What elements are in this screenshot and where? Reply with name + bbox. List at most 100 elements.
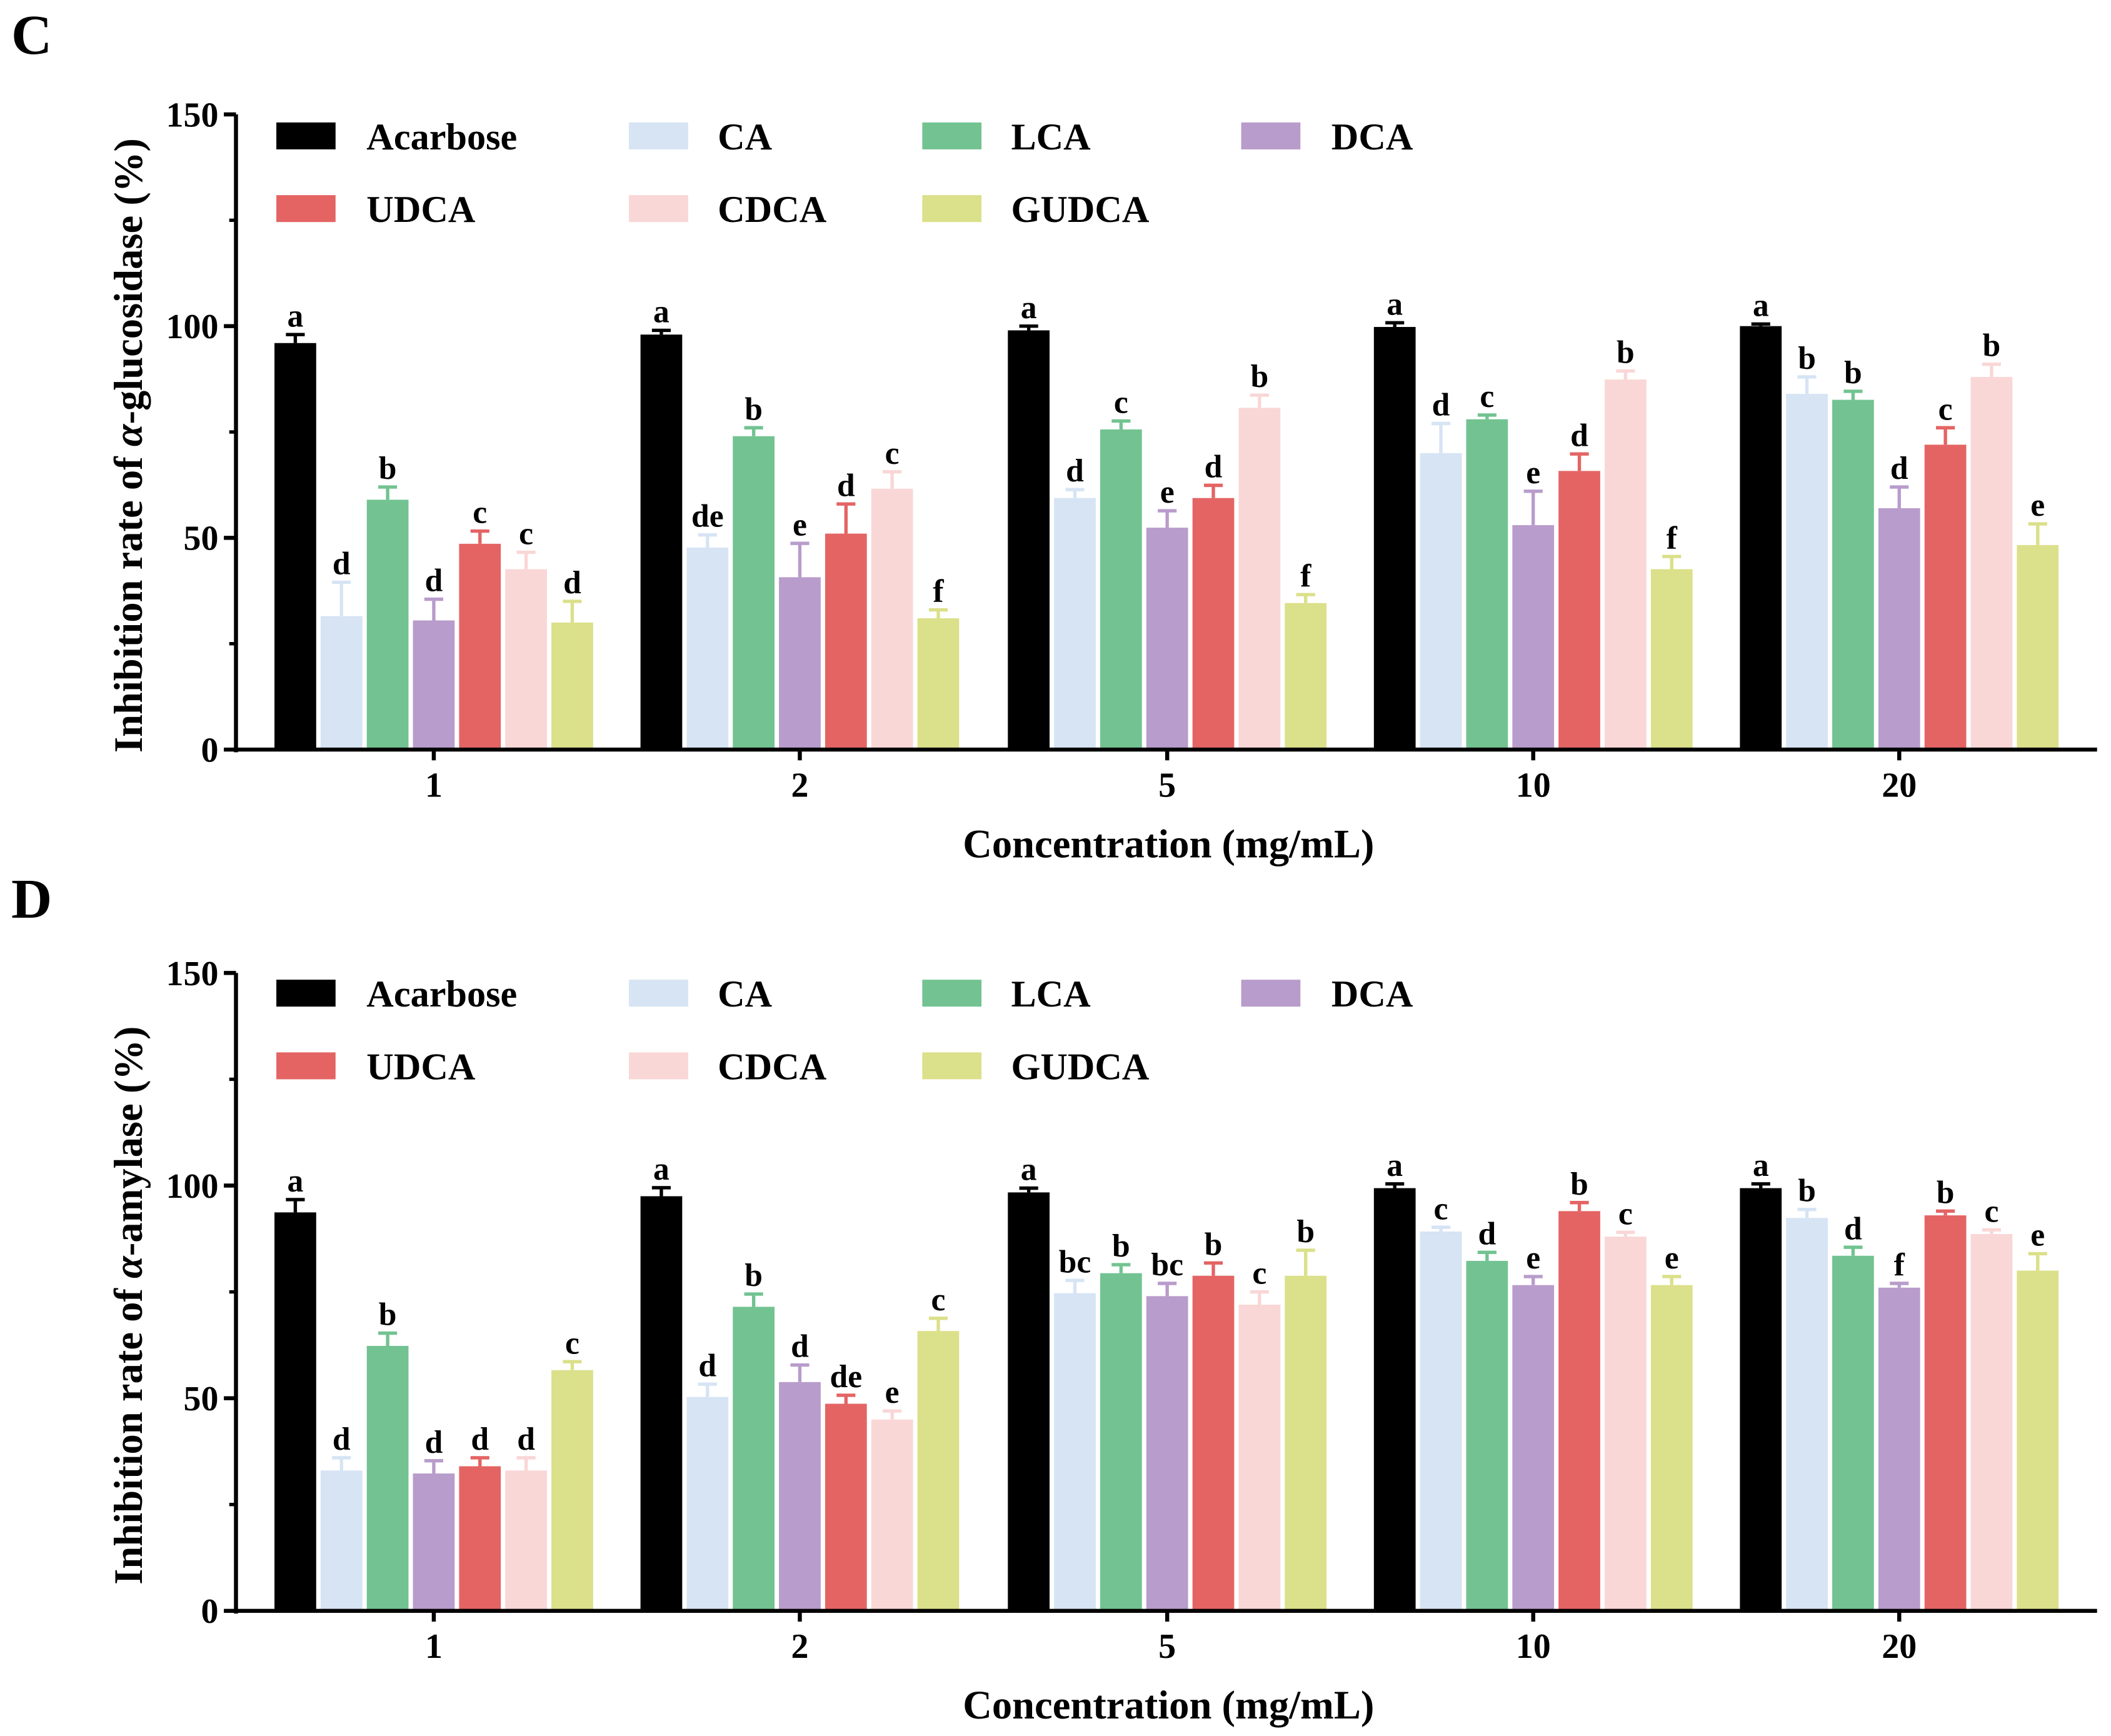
significance-letter: b	[1798, 341, 1816, 376]
bar-dca	[1512, 1285, 1555, 1611]
bar-dca	[1878, 1287, 1920, 1611]
y-axis-label-part: -glucosidase (%)	[106, 138, 151, 424]
significance-letter: bc	[1059, 1244, 1091, 1280]
x-tick-label: 2	[791, 1627, 808, 1666]
bar-udca	[459, 1466, 501, 1611]
significance-letter: e	[2030, 488, 2045, 523]
y-axis-label-part: Inhibition rate of	[106, 446, 151, 753]
significance-letter: b	[379, 451, 397, 486]
significance-letter: b	[745, 1258, 763, 1293]
bar-dca	[1512, 525, 1555, 750]
legend-swatch-cdca	[629, 1052, 688, 1080]
bar-lca	[733, 1307, 775, 1611]
bar-ca	[320, 616, 363, 750]
significance-letter: b	[1112, 1228, 1130, 1264]
bar-gudca	[1285, 1275, 1327, 1611]
bar-lca	[1466, 1260, 1508, 1611]
significance-letter: b	[1617, 335, 1635, 371]
bar-cdca	[871, 1419, 913, 1611]
bar-acarbose	[640, 334, 683, 750]
significance-letter: d	[1844, 1211, 1862, 1247]
legend-swatch-ca	[629, 122, 688, 149]
significance-letter: d	[425, 563, 443, 599]
bar-cdca	[505, 569, 547, 750]
bar-ca	[1786, 1218, 1828, 1611]
bar-udca	[1558, 471, 1600, 750]
legend-label-gudca: GUDCA	[1011, 189, 1149, 231]
y-tick-label: 100	[166, 308, 219, 346]
y-tick-label: 0	[201, 731, 219, 770]
bar-gudca	[917, 618, 960, 750]
significance-letter: a	[288, 298, 304, 334]
bar-ca	[1420, 1232, 1462, 1611]
bar-udca	[1924, 1215, 1967, 1611]
bar-udca	[825, 1403, 867, 1611]
bar-cdca	[1970, 1234, 2013, 1611]
bar-acarbose	[1373, 327, 1416, 750]
significance-letter: b	[1983, 328, 2001, 364]
bar-gudca	[1650, 569, 1693, 750]
bar-udca	[825, 533, 867, 750]
significance-letter: a	[1753, 1148, 1769, 1183]
bar-gudca	[2017, 1270, 2059, 1611]
legend-swatch-lca	[922, 122, 982, 149]
significance-letter: e	[885, 1375, 900, 1410]
bar-cdca	[1605, 1237, 1647, 1611]
significance-letter: b	[1296, 1214, 1315, 1250]
significance-letter: c	[565, 1325, 579, 1361]
panel-label: C	[11, 3, 52, 66]
bar-gudca	[1650, 1285, 1693, 1611]
significance-letter: b	[1937, 1175, 1955, 1210]
legend-swatch-udca	[276, 195, 336, 223]
bar-cdca	[871, 488, 913, 750]
significance-letter: a	[653, 1151, 669, 1187]
legend-swatch-ca	[629, 980, 688, 1007]
bar-dca	[413, 1473, 455, 1611]
x-tick-label: 10	[1516, 766, 1551, 805]
legend-swatch-dca	[1241, 980, 1301, 1007]
bar-acarbose	[1373, 1188, 1416, 1611]
significance-letter: d	[1066, 453, 1084, 489]
significance-letter: b	[1798, 1173, 1816, 1209]
panel-label: D	[11, 867, 52, 930]
significance-letter: e	[2030, 1217, 2045, 1253]
legend-swatch-gudca	[922, 195, 982, 223]
x-tick-label: 20	[1882, 1627, 1917, 1666]
significance-letter: c	[931, 1282, 946, 1318]
significance-letter: c	[1938, 391, 1953, 427]
bar-lca	[1832, 1255, 1874, 1611]
significance-letter: bc	[1151, 1247, 1183, 1283]
bar-acarbose	[274, 343, 316, 750]
significance-letter: a	[1753, 288, 1769, 323]
x-tick-label: 1	[425, 766, 443, 805]
significance-letter: d	[425, 1425, 443, 1460]
bar-lca	[366, 1345, 409, 1611]
y-tick-label: 50	[184, 519, 219, 558]
legend-label-cdca: CDCA	[718, 189, 827, 231]
significance-letter: c	[885, 436, 900, 471]
significance-letter: c	[1984, 1193, 1998, 1229]
legend-label-acarbose: Acarbose	[366, 973, 517, 1015]
y-tick-label: 50	[184, 1380, 219, 1418]
bar-lca	[366, 499, 409, 750]
significance-letter: a	[1021, 1152, 1037, 1188]
significance-letter: c	[1480, 379, 1494, 414]
bar-ca	[1054, 498, 1096, 750]
bar-lca	[733, 436, 775, 750]
significance-letter: b	[745, 391, 763, 427]
bar-acarbose	[640, 1196, 683, 1611]
bar-gudca	[2017, 544, 2059, 750]
significance-letter: e	[1665, 1240, 1679, 1276]
bar-cdca	[1238, 1305, 1281, 1611]
x-tick-label: 5	[1158, 1627, 1176, 1666]
y-axis-label-part: α	[106, 423, 151, 446]
x-tick-label: 5	[1158, 766, 1176, 805]
bar-acarbose	[1740, 326, 1782, 750]
x-tick-label: 20	[1882, 766, 1917, 805]
significance-letter: d	[517, 1422, 535, 1457]
bar-acarbose	[274, 1212, 316, 1611]
significance-letter: d	[791, 1329, 809, 1365]
bar-cdca	[505, 1470, 547, 1611]
bar-lca	[1100, 429, 1142, 750]
